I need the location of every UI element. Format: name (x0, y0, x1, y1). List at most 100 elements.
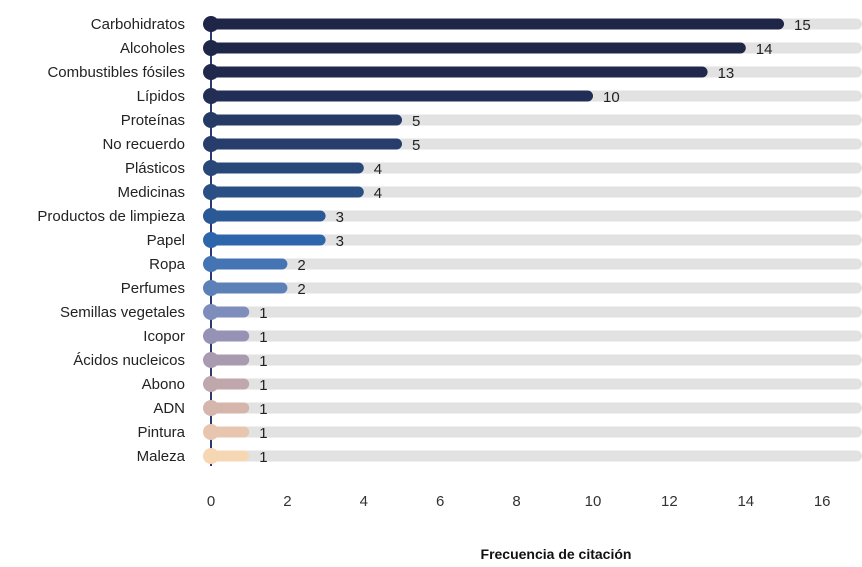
bar-start-dot (203, 208, 219, 224)
x-tick-labels: 0 2 4 6 8 10 12 14 16 (207, 493, 831, 510)
bar (211, 210, 326, 222)
x-tick-label: 16 (814, 493, 831, 510)
category-label: Carbohidratos (91, 16, 185, 33)
bar-track (211, 162, 862, 174)
data-label: 5 (412, 137, 420, 154)
bar-track (211, 402, 862, 414)
x-tick-label: 6 (436, 493, 444, 510)
x-tick-label: 12 (661, 493, 678, 510)
data-label: 1 (259, 401, 267, 418)
category-label: Icopor (143, 328, 185, 345)
bar (211, 306, 250, 318)
data-label: 1 (259, 377, 267, 394)
bar (211, 186, 364, 198)
data-label: 2 (297, 281, 305, 298)
bar-start-dot (203, 424, 219, 440)
data-label: 5 (412, 113, 420, 130)
data-label: 10 (603, 89, 620, 106)
x-tick-label: 4 (360, 493, 368, 510)
x-tick-label: 14 (737, 493, 754, 510)
bar (211, 402, 250, 414)
category-label: Lípidos (137, 88, 185, 105)
bar-start-dot (203, 88, 219, 104)
x-tick-label: 10 (585, 493, 602, 510)
bar-start-dot (203, 64, 219, 80)
bar-start-dot (203, 40, 219, 56)
value-labels: 15 14 13 10 5 5 4 4 3 3 2 2 1 1 1 1 1 1 1 (259, 17, 810, 466)
bar-start-dot (203, 232, 219, 248)
category-label: Proteínas (121, 112, 185, 129)
bars (211, 18, 784, 462)
x-axis-title: Frecuencia de citación (481, 546, 632, 562)
category-label: Abono (142, 376, 185, 393)
bar-track (211, 282, 862, 294)
bar-start-dot (203, 352, 219, 368)
category-label: ADN (153, 400, 185, 417)
bar (211, 18, 784, 30)
bar-track (211, 330, 862, 342)
bar-track (211, 426, 862, 438)
bar (211, 114, 402, 126)
bar-start-dot (203, 256, 219, 272)
bar (211, 66, 708, 78)
category-label: Plásticos (125, 160, 185, 177)
bar-track (211, 258, 862, 270)
bar-start-dot (203, 136, 219, 152)
bar (211, 330, 250, 342)
bar-start-dot (203, 376, 219, 392)
category-label: Ácidos nucleicos (73, 352, 185, 369)
bar (211, 282, 288, 294)
bar (211, 378, 250, 390)
bar (211, 258, 288, 270)
category-label: Ropa (149, 256, 186, 273)
bar-track (211, 450, 862, 462)
bar-start-dot (203, 184, 219, 200)
data-label: 1 (259, 449, 267, 466)
data-label: 4 (374, 185, 382, 202)
bar (211, 138, 402, 150)
category-label: Maleza (137, 448, 186, 465)
data-label: 1 (259, 329, 267, 346)
bar-track (211, 354, 862, 366)
category-label: Perfumes (121, 280, 185, 297)
bar-start-dot (203, 160, 219, 176)
x-tick-label: 2 (283, 493, 291, 510)
data-label: 1 (259, 353, 267, 370)
category-label: Alcoholes (120, 40, 185, 57)
x-tick-label: 0 (207, 493, 215, 510)
data-label: 1 (259, 425, 267, 442)
bar-track (211, 186, 862, 198)
bar-track (211, 234, 862, 246)
category-label: Semillas vegetales (60, 304, 185, 321)
data-label: 15 (794, 17, 811, 34)
bar-start-dot (203, 448, 219, 464)
data-label: 3 (336, 209, 344, 226)
bar-track (211, 306, 862, 318)
category-label: No recuerdo (102, 136, 185, 153)
data-label: 3 (336, 233, 344, 250)
bar-track (211, 378, 862, 390)
category-label: Productos de limpieza (37, 208, 185, 225)
x-tick-label: 8 (512, 493, 520, 510)
bar-start-markers (203, 16, 219, 464)
data-label: 4 (374, 161, 382, 178)
bar-start-dot (203, 112, 219, 128)
bar-start-dot (203, 304, 219, 320)
data-label: 14 (756, 41, 773, 58)
bar (211, 90, 593, 102)
category-labels: Carbohidratos Alcoholes Combustibles fósil… (37, 16, 185, 465)
category-label: Combustibles fósiles (47, 64, 185, 81)
bar (211, 162, 364, 174)
bar (211, 426, 250, 438)
bar (211, 354, 250, 366)
bar-start-dot (203, 16, 219, 32)
data-label: 13 (718, 65, 735, 82)
bar-start-dot (203, 280, 219, 296)
bar-start-dot (203, 400, 219, 416)
category-label: Papel (147, 232, 185, 249)
category-label: Pintura (137, 424, 185, 441)
bar (211, 234, 326, 246)
bar (211, 450, 250, 462)
